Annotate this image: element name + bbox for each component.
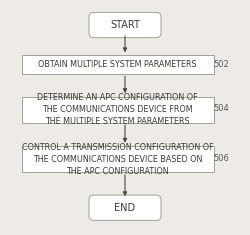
Text: DETERMINE AN APC CONFIGURATION OF
THE COMMUNICATIONS DEVICE FROM
THE MULTIPLE SY: DETERMINE AN APC CONFIGURATION OF THE CO… (38, 93, 198, 126)
Text: START: START (110, 20, 140, 30)
FancyBboxPatch shape (22, 97, 214, 123)
FancyBboxPatch shape (22, 55, 214, 74)
Text: END: END (114, 203, 136, 213)
Text: 506: 506 (214, 154, 230, 163)
Text: 502: 502 (214, 60, 230, 69)
FancyArrowPatch shape (209, 64, 211, 65)
FancyBboxPatch shape (89, 12, 161, 38)
Text: OBTAIN MULTIPLE SYSTEM PARAMETERS: OBTAIN MULTIPLE SYSTEM PARAMETERS (38, 60, 197, 69)
Text: 504: 504 (214, 104, 230, 113)
FancyArrowPatch shape (209, 158, 211, 159)
FancyBboxPatch shape (22, 146, 214, 172)
FancyBboxPatch shape (89, 195, 161, 220)
Text: CONTROL A TRANSMISSION CONFIGURATION OF
THE COMMUNICATIONS DEVICE BASED ON
THE A: CONTROL A TRANSMISSION CONFIGURATION OF … (22, 143, 214, 176)
FancyArrowPatch shape (209, 109, 211, 110)
